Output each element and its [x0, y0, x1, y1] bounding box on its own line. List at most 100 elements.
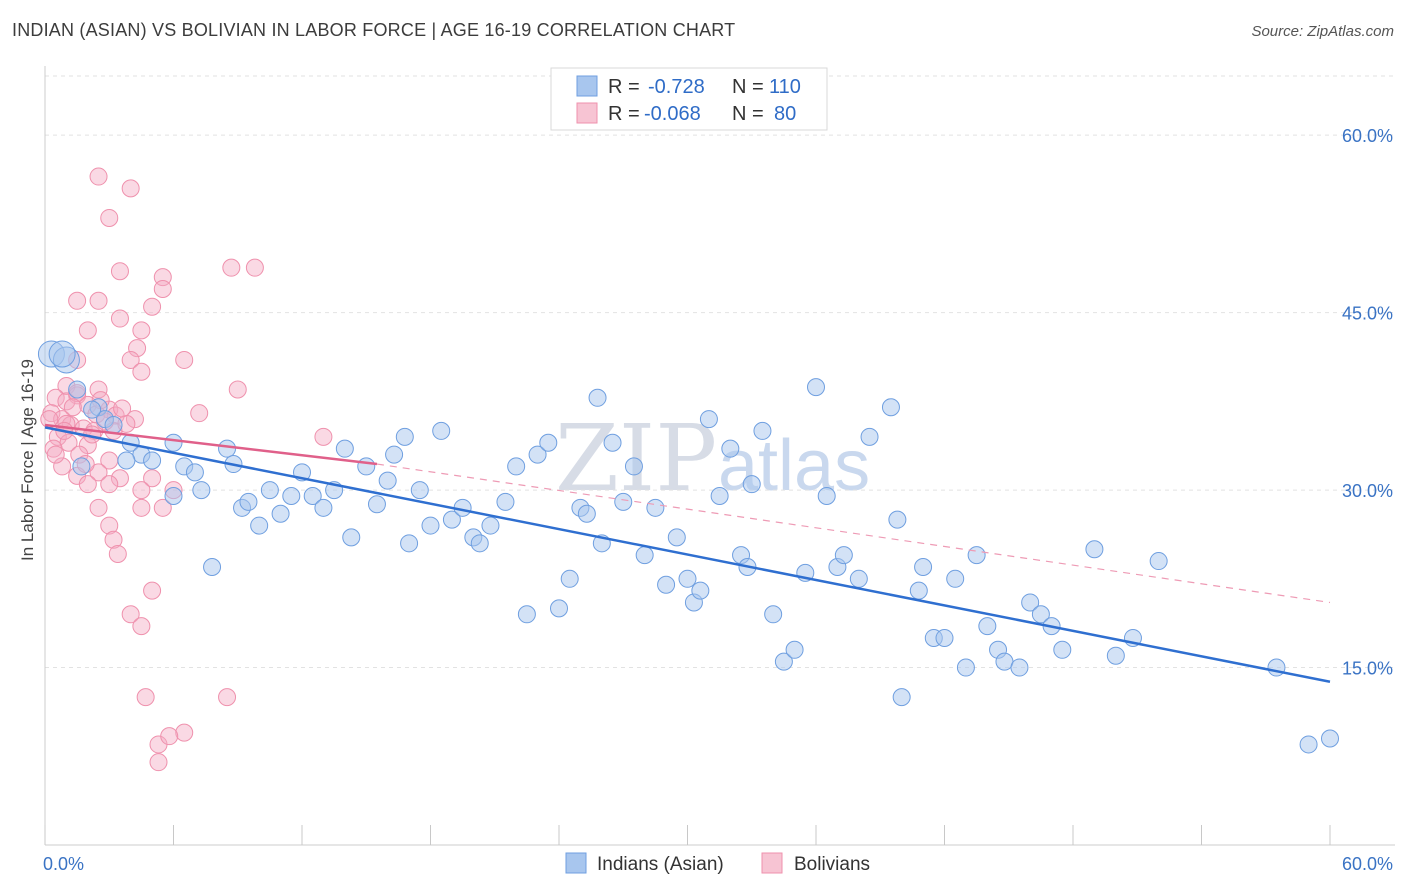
bolivians-point-10 — [110, 309, 129, 328]
bolivians-point-65 — [175, 723, 194, 742]
legend-r-label-2: R = — [608, 103, 640, 125]
indians-point-8 — [143, 451, 162, 470]
bolivians-point-22 — [89, 380, 108, 399]
legend-swatch-indians — [576, 75, 598, 97]
indians-point-99 — [1053, 640, 1072, 659]
indians-point-20 — [250, 516, 269, 535]
indians-point-62 — [678, 569, 697, 588]
indians-point-67 — [721, 439, 740, 458]
indians-point-94 — [995, 652, 1014, 671]
indians-point-44 — [496, 492, 515, 511]
bolivians-point-19 — [228, 380, 247, 399]
x-tick-label-0: 0.0% — [43, 854, 84, 874]
indians-point-106 — [1321, 729, 1339, 748]
bolivians-point-46 — [100, 475, 119, 494]
indians-point-28 — [335, 439, 354, 458]
indians-point-37 — [421, 516, 440, 535]
source-credit: Source: ZipAtlas.com — [1251, 23, 1394, 40]
indians-point-35 — [400, 534, 419, 553]
bolivians-point-3 — [68, 291, 87, 310]
correlation-legend: R = -0.728 N = 110 R = -0.068 N = 80 — [550, 67, 828, 131]
legend-n-value-2: 80 — [774, 103, 796, 125]
bolivians-point-50 — [89, 498, 108, 517]
indians-point-109 — [164, 433, 183, 452]
indians-point-80 — [849, 569, 868, 588]
indians-point-50 — [560, 569, 579, 588]
bolivians-point-6 — [222, 258, 241, 277]
y-tick-label-1: 30.0% — [1342, 481, 1393, 501]
indians-point-45 — [507, 457, 526, 476]
indians-point-58 — [635, 546, 654, 565]
bolivians-point-1 — [121, 179, 140, 198]
indians-point-105 — [1299, 735, 1318, 754]
legend-n-label-2: N = — [732, 103, 764, 125]
bolivians-point-75 — [46, 445, 65, 464]
x-tick-label-1: 60.0% — [1342, 854, 1393, 874]
bolivians-point-18 — [132, 362, 151, 381]
indians-point-96 — [1021, 593, 1040, 612]
gridlines — [45, 75, 1395, 669]
indians-point-46 — [517, 605, 536, 624]
indians-point-47 — [528, 445, 547, 464]
legend-swatch-bolivians — [576, 102, 598, 124]
bolivians-point-13 — [132, 321, 151, 340]
indians-point-70 — [742, 475, 761, 494]
y-axis-label: In Labor Force | Age 16-19 — [18, 359, 37, 561]
indians-point-88 — [935, 628, 954, 647]
indians-point-13 — [185, 463, 204, 482]
bolivians-point-33 — [125, 410, 144, 429]
bolivians-point-41 — [89, 463, 108, 482]
bolivians-point-40 — [53, 457, 72, 476]
indians-point-19 — [239, 492, 258, 511]
bolivians-point-62 — [132, 617, 151, 636]
bolivians-point-61 — [121, 605, 140, 624]
bolivians-point-64 — [218, 688, 237, 707]
bolivians-point-16 — [175, 350, 194, 369]
indians-point-84 — [892, 688, 911, 707]
bolivians-trend-line — [44, 423, 378, 466]
indians-point-89 — [946, 569, 965, 588]
bolivians-point-12 — [153, 279, 172, 298]
bolivians-point-8 — [89, 291, 108, 310]
indians-point-31 — [367, 495, 386, 514]
indians-point-97 — [1031, 605, 1050, 624]
bottom-legend-indians: Indians (Asian) — [597, 854, 724, 875]
axes — [44, 66, 1395, 846]
legend-r-label-1: R = — [608, 76, 640, 98]
indians-point-55 — [603, 433, 622, 452]
bolivians-point-67 — [149, 753, 168, 772]
indians-point-79 — [834, 546, 853, 565]
indians-point-25 — [303, 486, 322, 505]
indians-point-72 — [764, 605, 783, 624]
indians-point-108 — [83, 400, 102, 419]
bolivians-point-59 — [314, 427, 333, 446]
watermark-atlas: atlas — [718, 426, 870, 506]
indians-point-56 — [614, 492, 633, 511]
legend-n-value-1: 110 — [769, 76, 801, 98]
indians-point-77 — [817, 486, 836, 505]
legend-r-value-2: -0.068 — [644, 103, 701, 125]
bolivians-point-63 — [136, 688, 155, 707]
indians-point-61 — [667, 528, 686, 547]
indians-point-26 — [314, 498, 333, 517]
bolivians-trend-extension — [376, 463, 1331, 604]
trend-lines — [44, 423, 1331, 683]
indians-point-48 — [539, 433, 558, 452]
indians-points — [37, 340, 1339, 754]
bolivians-point-17 — [121, 350, 140, 369]
bolivians-point-47 — [132, 481, 151, 500]
bolivians-point-49 — [190, 404, 209, 423]
bolivians-point-78 — [113, 399, 132, 418]
indians-point-57 — [624, 457, 643, 476]
bolivians-point-0 — [89, 167, 108, 186]
indians-point-100 — [1085, 540, 1104, 559]
indians-point-30 — [357, 457, 376, 476]
indians-point-66 — [710, 486, 729, 505]
bottom-legend-swatch-indians — [565, 852, 587, 874]
bolivians-point-51 — [132, 498, 151, 517]
indians-point-92 — [978, 617, 997, 636]
indians-trend-line — [44, 426, 1331, 683]
indians-point-29 — [342, 528, 361, 547]
legend-r-value-1: -0.728 — [648, 76, 705, 98]
